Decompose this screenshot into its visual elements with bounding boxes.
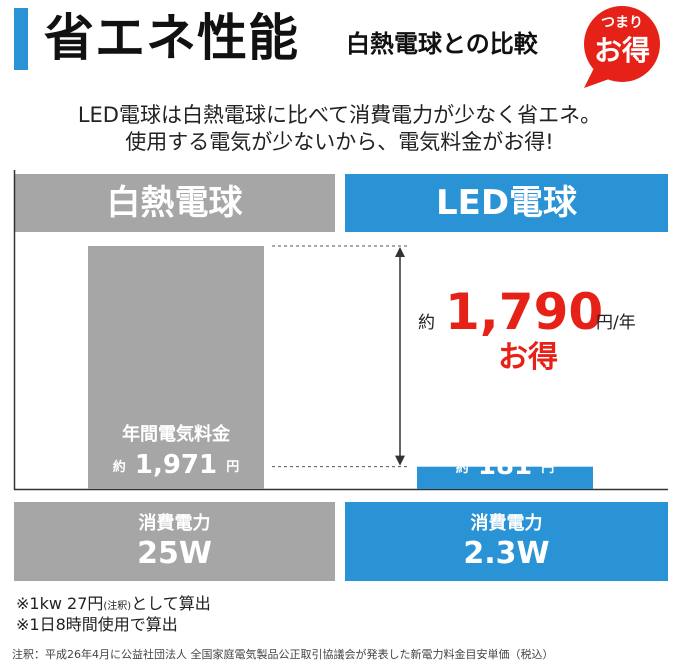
intro-line-2: 使用する電気が少ないから、電気料金がお得! <box>125 130 554 154</box>
incandescent-power-label: 消費電力 <box>138 513 211 534</box>
led-cost-number: 181 <box>477 451 533 481</box>
led-cost-label: 年間電気料金 <box>451 422 559 443</box>
title-accent-bar <box>14 8 28 70</box>
cost-comparison-chart <box>13 170 668 491</box>
led-cost-value: 約 181 円 <box>455 451 555 481</box>
badge-main-text: お得 <box>593 34 650 67</box>
page-subtitle: 白熱電球との比較 <box>346 30 538 58</box>
incandescent-cost-number: 1,971 <box>134 450 218 480</box>
note-usage: ※1日8時間使用で算出 <box>16 615 178 634</box>
incandescent-header: 白熱電球 <box>14 174 335 232</box>
led-cost-bar <box>417 466 593 489</box>
savings-badge: つまり お得 <box>574 0 670 96</box>
note-rate: ※1kw 27円(注釈)として算出 <box>16 594 211 613</box>
led-power-value: 2.3W <box>463 536 550 571</box>
savings-value: 1,790 <box>445 283 604 341</box>
footnote: 注釈：平成26年4月に公益社団法人 全国家庭電気製品公正取引協議会が発表した新電… <box>12 648 554 661</box>
led-power-box: 消費電力 2.3W <box>345 502 668 581</box>
page-title: 省エネ性能 <box>44 9 299 67</box>
incandescent-cost-value: 約 1,971 円 <box>112 450 240 480</box>
arrow-down-icon <box>395 455 405 466</box>
intro-line-1: LED電球は白熱電球に比べて消費電力が少なく省エネ。 <box>77 103 602 127</box>
incandescent-power-box: 消費電力 25W <box>14 502 335 581</box>
speech-bubble-icon <box>584 6 660 88</box>
incandescent-cost-label: 年間電気料金 <box>122 424 230 445</box>
incandescent-power-value: 25W <box>137 536 212 571</box>
led-power-label: 消費電力 <box>470 513 543 534</box>
badge-top-text: つまり <box>601 15 643 31</box>
incandescent-cost-bar <box>88 246 264 489</box>
savings-label: お得 <box>498 340 558 375</box>
savings-unit: 円/年 <box>596 313 636 333</box>
led-header: LED電球 <box>345 174 668 232</box>
savings-prefix: 約 <box>418 313 435 333</box>
intro-text: LED電球は白熱電球に比べて消費電力が少なく省エネ。 使用する電気が少ないから、… <box>0 102 679 156</box>
arrow-up-icon <box>395 247 405 257</box>
